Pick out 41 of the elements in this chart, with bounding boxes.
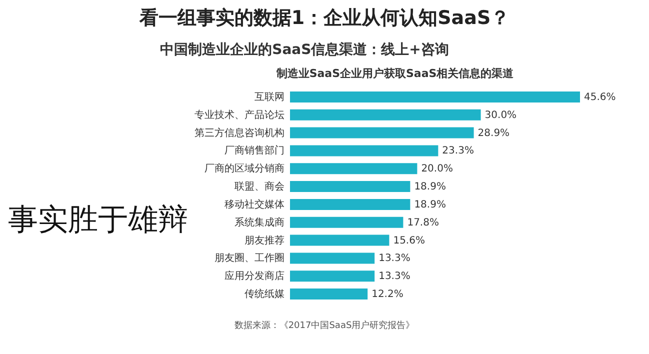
y-tick-label: 联盟、商会 [234, 180, 284, 193]
data-label: 18.9% [414, 199, 446, 210]
y-tick-label: 第三方信息咨询机构 [194, 126, 284, 139]
data-label: 23.3% [442, 146, 474, 157]
y-tick-label: 厂商的区域分销商 [204, 162, 284, 175]
bar [290, 234, 390, 246]
bar [290, 252, 375, 264]
source-note: 数据来源：《2017中国SaaS用户研究报告》 [234, 320, 415, 331]
data-label: 17.8% [407, 217, 439, 228]
chart-subtitle: 中国制造业企业的SaaS信息渠道：线上+咨询 [160, 41, 449, 58]
data-label: 20.0% [421, 164, 453, 175]
bar [290, 288, 368, 300]
bar [290, 181, 410, 192]
bar [290, 163, 418, 174]
y-tick-label: 专业技术、产品论坛 [194, 108, 284, 121]
data-label: 13.3% [378, 253, 410, 264]
text: 制造业SaaS企业用户获取SaaS相关信息的渠道 [275, 67, 515, 80]
data-label: 15.6% [393, 235, 425, 246]
bar [290, 109, 481, 120]
data-label: 28.9% [478, 128, 510, 139]
y-tick-label: 系统集成商 [234, 216, 284, 228]
data-label: 13.3% [378, 271, 410, 282]
y-tick-label: 传统纸媒 [244, 288, 284, 300]
text: 事实胜于雄辩 [8, 202, 188, 238]
bar [290, 216, 404, 228]
chart-title: 看一组事实的数据1：企业从何认知SaaS？ [138, 7, 510, 29]
bar [290, 145, 438, 156]
data-label: 45.6% [584, 92, 616, 103]
y-tick-label: 厂商销售部门 [224, 144, 284, 157]
data-label: 30.0% [484, 110, 517, 121]
bar [290, 198, 410, 210]
y-tick-label: 朋友圈、工作圈 [214, 253, 284, 264]
y-tick-label: 朋友推荐 [244, 234, 284, 246]
y-tick-label: 移动社交媒体 [224, 198, 284, 210]
bar [290, 270, 375, 282]
bar [290, 91, 580, 102]
y-tick-label: 应用分发商店 [224, 270, 284, 282]
bar [290, 127, 474, 138]
y-tick-label: 互联网 [254, 90, 284, 103]
data-label: 18.9% [414, 182, 446, 193]
data-label: 12.2% [372, 289, 404, 300]
